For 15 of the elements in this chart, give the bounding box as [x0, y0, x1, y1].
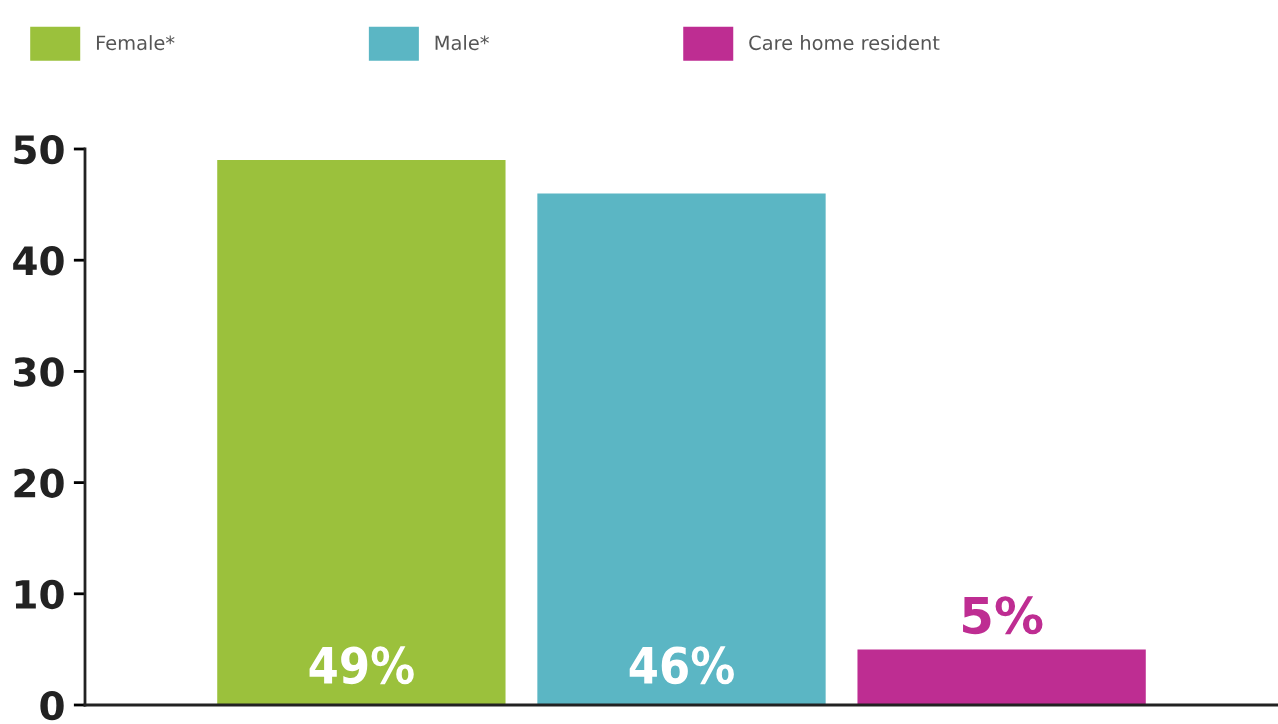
bar: [857, 649, 1146, 705]
data-label: 46%: [629, 646, 734, 685]
legend-label: Female*: [96, 35, 175, 51]
legend-label: Male*: [435, 35, 489, 51]
y-tick-label: 50: [14, 134, 64, 165]
y-tick-label: 10: [15, 579, 64, 610]
y-tick-label: 20: [14, 468, 64, 498]
y-tick-label: 0: [40, 690, 64, 721]
data-label: 5%: [963, 596, 1043, 635]
y-tick-label: 30: [14, 357, 64, 387]
legend-label: Care home resident: [749, 35, 940, 51]
y-tick-label: 40: [13, 246, 64, 276]
bar: [537, 193, 826, 705]
data-label: 49%: [309, 646, 414, 685]
bar: [217, 160, 506, 705]
